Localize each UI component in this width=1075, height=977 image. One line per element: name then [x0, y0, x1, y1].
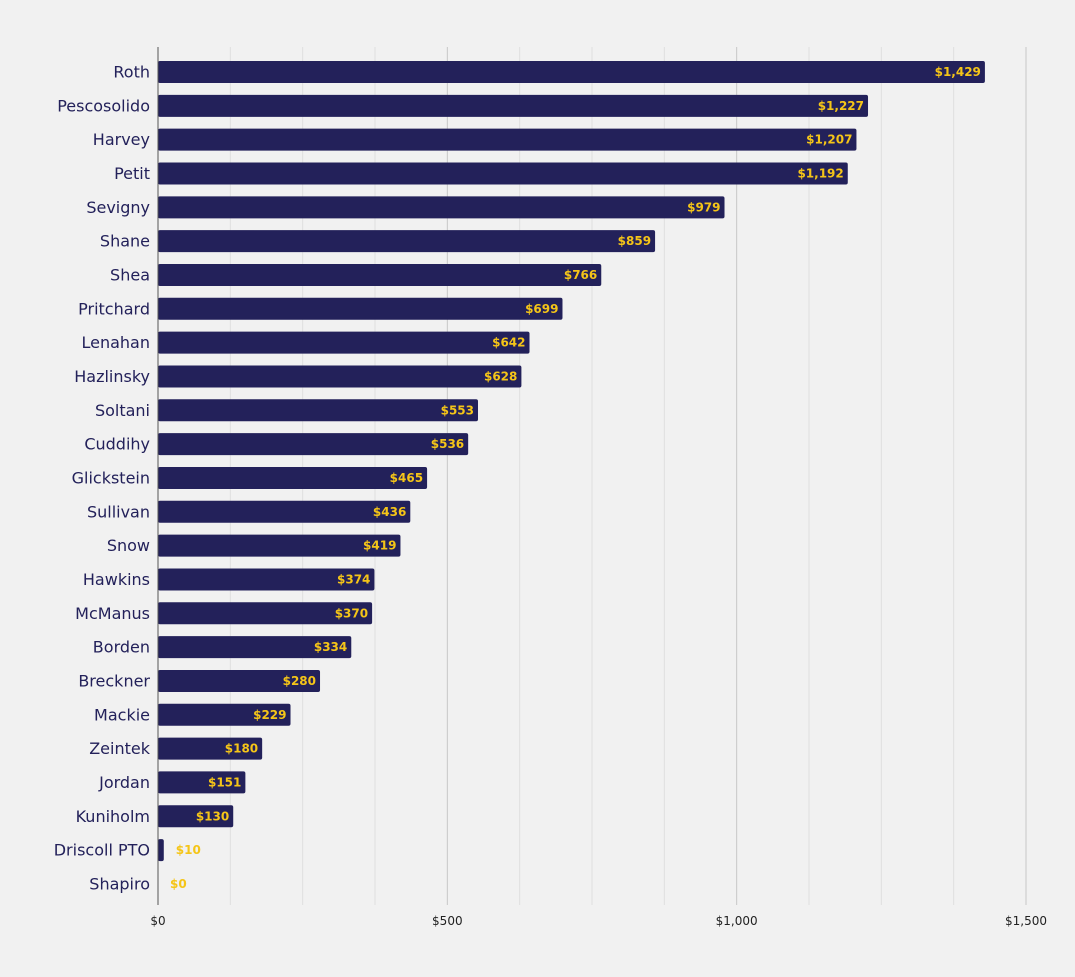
bar [158, 669, 321, 692]
value-label: $436 [373, 505, 406, 519]
value-label: $628 [484, 369, 517, 383]
grid-lines [229, 47, 1027, 905]
bar [158, 500, 411, 523]
value-label: $1,429 [935, 65, 981, 79]
value-label: $374 [337, 572, 370, 586]
x-tick-label: $0 [150, 914, 165, 928]
value-label: $699 [525, 302, 558, 316]
category-label: Harvey [93, 130, 150, 149]
category-label: Sevigny [86, 198, 150, 217]
category-label: McManus [75, 604, 150, 623]
category-label: Breckner [78, 671, 150, 690]
x-axis-ticks: $0 $500 $1,000 $1,500 [150, 914, 1047, 928]
category-labels: Roth Pescosolido Harvey Petit Sevigny Shane Sh… [54, 63, 151, 894]
bars [158, 61, 985, 862]
value-label: $979 [687, 200, 720, 214]
bar [158, 602, 373, 625]
value-label: $229 [253, 708, 286, 722]
category-label: Cuddihy [84, 435, 150, 454]
value-label: $419 [363, 539, 396, 553]
category-label: Pritchard [78, 299, 150, 318]
category-label: Hazlinsky [74, 367, 150, 386]
category-label: Roth [113, 63, 150, 82]
value-label: $10 [176, 843, 201, 857]
category-label: Zeintek [89, 739, 151, 758]
value-label: $1,192 [797, 166, 843, 180]
bar [158, 703, 291, 726]
bar [158, 61, 985, 83]
category-label: Borden [93, 638, 150, 657]
bar [158, 196, 725, 219]
category-label: Kuniholm [76, 807, 150, 826]
category-label: Driscoll PTO [54, 841, 150, 860]
value-label: $859 [618, 234, 651, 248]
value-label: $280 [283, 674, 316, 688]
value-label: $180 [225, 742, 258, 756]
bar [158, 263, 602, 286]
category-label: Petit [114, 164, 150, 183]
value-label: $370 [335, 606, 368, 620]
category-label: Jordan [98, 773, 150, 792]
value-label: $334 [314, 640, 347, 654]
bar [158, 399, 479, 422]
category-label: Soltani [95, 401, 150, 420]
value-label: $0 [170, 877, 187, 891]
x-tick-label: $1,000 [716, 914, 758, 928]
bar [158, 433, 469, 456]
bar [158, 805, 234, 828]
category-label: Glickstein [72, 468, 150, 487]
category-label: Snow [107, 536, 150, 555]
x-tick-label: $1,500 [1005, 914, 1047, 928]
bar [158, 534, 401, 557]
bar [158, 839, 164, 862]
value-label: $465 [390, 471, 423, 485]
bar [158, 568, 375, 591]
category-label: Shea [110, 265, 150, 284]
category-label: Shane [100, 232, 150, 251]
bar [158, 737, 263, 760]
x-tick-label: $500 [432, 914, 463, 928]
bar [158, 365, 522, 388]
category-label: Pescosolido [57, 96, 150, 115]
bar [158, 771, 246, 794]
category-label: Hawkins [83, 570, 150, 589]
bar [158, 230, 656, 253]
value-label: $151 [208, 775, 241, 789]
bar [158, 128, 857, 151]
bar [158, 94, 869, 117]
bar [158, 297, 563, 320]
bar [158, 466, 428, 489]
bar [158, 162, 848, 185]
category-label: Shapiro [89, 874, 150, 893]
bar [158, 331, 530, 354]
category-label: Sullivan [87, 502, 150, 521]
category-label: Mackie [94, 705, 150, 724]
value-label: $642 [492, 336, 525, 350]
value-labels: $1,429 $1,227 $1,207 $1,192 $979 $859 $766 $699… [170, 65, 981, 891]
value-label: $130 [196, 809, 229, 823]
value-label: $1,227 [818, 99, 864, 113]
value-label: $766 [564, 268, 597, 282]
bar [158, 636, 352, 659]
value-label: $1,207 [806, 133, 852, 147]
value-label: $553 [441, 403, 474, 417]
value-label: $536 [431, 437, 464, 451]
category-label: Lenahan [81, 333, 150, 352]
